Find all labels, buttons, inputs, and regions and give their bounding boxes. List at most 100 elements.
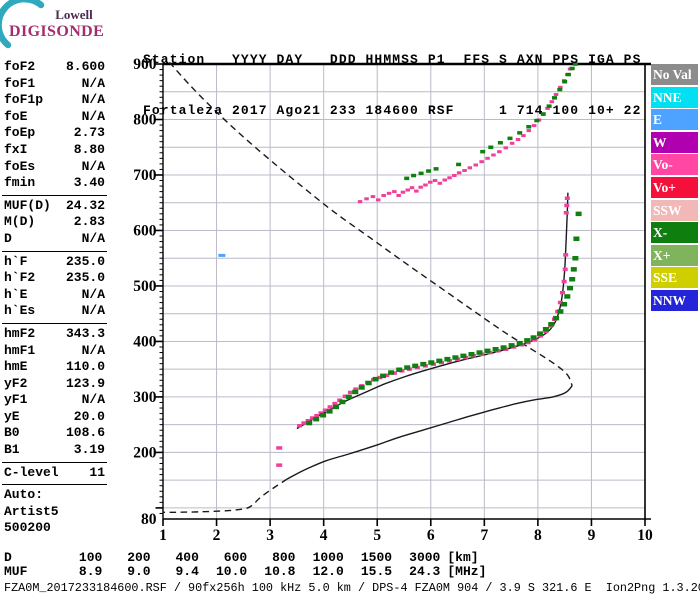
logo-digisonde-text: DIGISONDE [9,23,105,40]
o-mode-echo-point [564,203,570,208]
param-value: 2.73 [73,125,105,141]
param-label: foF1 [4,75,36,91]
x-mode-echo-point [564,294,571,299]
x-mode-second-hop-point [562,80,568,84]
x-tick-label: 7 [480,527,488,544]
e-layer-echo-point [218,253,226,257]
param-row: foEs N/A [4,159,105,176]
o-mode-echo-point [347,390,353,395]
x-tick-label: 8 [534,527,542,544]
y-tick-label: 500 [133,278,157,295]
param-row: h`Es N/A [4,303,105,320]
x-mode-echo-point [553,315,560,321]
o-mode-second-hop-point [392,190,397,194]
x-mode-echo-point [372,376,379,382]
o-mode-echo-point [332,401,338,406]
o-mode-second-hop-point [405,188,410,192]
param-value: 8.80 [73,141,105,157]
panel-separator [2,248,107,254]
x-mode-echo-point [428,360,435,365]
o-mode-second-hop-point [479,160,484,164]
o-mode-echo-point [301,421,307,425]
header-block: Station YYYY DAY DDD HHMMSS P1 FFS S AXN… [143,16,641,137]
o-mode-echo-point [563,211,569,215]
o-mode-echo-point [560,290,565,295]
param-row: h`E N/A [4,287,105,304]
x-mode-echo-point [333,404,339,410]
x-tick-label: 4 [320,527,328,544]
x-mode-echo-point [412,363,419,369]
o-mode-second-hop-point [521,134,526,138]
distance-row: D 100 200 400 600 800 1000 1500 3000 [km] [4,551,479,565]
x-mode-echo-point [570,267,577,272]
logo-lowell-text: Lowell [55,7,93,22]
param-label: 500200 [4,520,51,536]
topside-profile-extrapolated-line [168,61,573,387]
param-value: 235.0 [65,253,105,269]
row-value: 8.9 [78,564,103,579]
o-mode-echo-point [353,387,359,391]
x-mode-echo-point [460,353,467,359]
o-mode-second-hop-point [509,141,515,145]
param-row: hmF1 N/A [4,343,105,360]
param-label: Auto: [4,487,44,503]
param-value: N/A [81,286,105,302]
param-label: M(D) [4,214,36,230]
param-value: N/A [81,92,105,108]
param-value: 110.0 [65,359,105,375]
o-mode-second-hop-point [370,195,376,199]
row-value: 400 [175,550,199,565]
param-row: h`F 235.0 [4,254,105,271]
x-mode-echo-point [306,420,313,426]
param-label: foEs [4,158,36,174]
panel-separator [2,459,107,465]
lowell-digisonde-logo: Lowell DIGISONDE [0,0,110,52]
x-mode-echo-point [345,394,352,400]
o-mode-echo-point [391,371,397,375]
x-tick-label: 10 [637,527,653,544]
o-mode-second-hop-point [485,156,490,160]
param-value: 235.0 [65,270,105,286]
o-mode-second-hop-point [497,150,502,154]
o-mode-second-hop-point [414,189,419,193]
x-mode-echo-point [352,389,359,395]
param-label: yF1 [4,392,28,408]
x-mode-second-hop-point [433,167,439,171]
row-unit: [MHz] [447,564,487,579]
y-tick-label: 900 [133,56,157,73]
param-row: Artist5 [4,504,105,521]
muf-row: MUF 8.9 9.0 9.4 10.0 10.8 12.0 15.5 24.3 [MHz] [4,565,486,579]
x-mode-second-hop-point [546,104,552,108]
row-value: 10.8 [264,564,296,579]
o-mode-second-hop-point [423,183,428,187]
o-mode-second-hop-point [400,190,406,194]
x-mode-second-hop-point [526,125,532,129]
x-mode-second-hop-point [404,176,410,181]
x-mode-echo-point [508,343,515,348]
row-value: 9.4 [175,564,199,579]
panel-separator [2,192,107,198]
logo-arc-icon [0,0,45,49]
o-mode-echo-point [297,424,303,428]
o-mode-second-hop-point [447,176,452,180]
x-mode-echo-point [326,409,333,414]
row-label: MUF [4,564,28,579]
param-label: foE [4,108,28,124]
param-label: B1 [4,442,20,458]
o-mode-second-hop-point [364,197,369,201]
x-mode-echo-point [320,413,327,418]
o-mode-second-hop-point [452,174,457,177]
x-mode-echo-point [365,380,372,386]
param-row: foF2 8.600 [4,59,105,76]
legend-item-x+: X+ [651,244,698,266]
param-label: MUF(D) [4,197,51,213]
o-mode-echo-point [309,416,315,420]
x-mode-second-hop-point [456,162,462,167]
x-mode-echo-point [573,236,580,241]
legend-item-vo+: Vo+ [651,176,698,198]
header-values: Fortaleza 2017 Ago21 233 184600 RSF 1 71… [143,103,642,119]
x-mode-second-hop-point [569,66,575,71]
param-value: 11 [89,464,105,480]
x-mode-echo-point [436,358,443,364]
